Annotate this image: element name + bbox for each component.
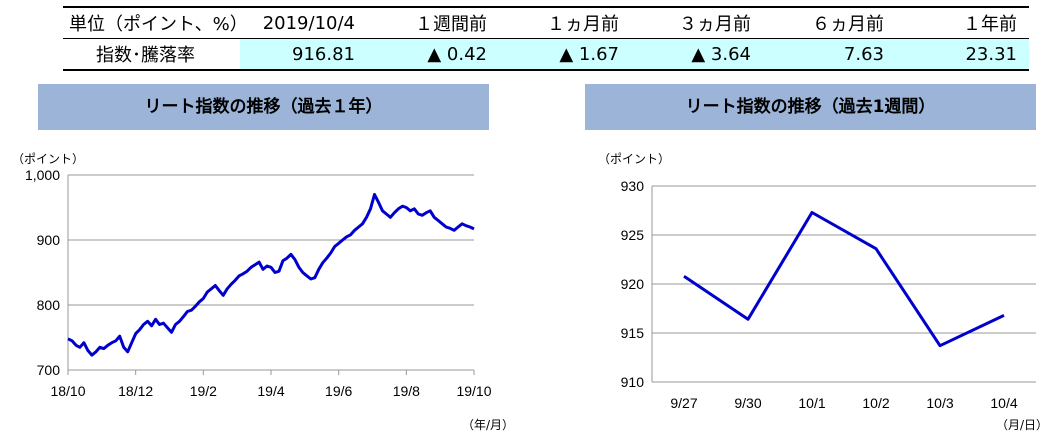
- chart1-xtick-label: 18/10: [50, 383, 85, 399]
- chart2-ytick-label: 910: [621, 374, 645, 390]
- table-header-row: 単位（ポイント、%） 2019/10/4 １週間前 １ヵ月前 ３ヵ月前 ６ヵ月前…: [63, 6, 1029, 39]
- chart1-xtick-label: 18/12: [118, 383, 153, 399]
- chart1-xtick-label: 19/2: [190, 383, 217, 399]
- chart1-ytick-label: 800: [37, 297, 61, 313]
- chart1-ytick-label: 900: [37, 232, 61, 248]
- chart2-ylabel: （ポイント）: [598, 152, 671, 166]
- chart1-ytick-label: 1,000: [25, 167, 60, 183]
- chart2-xtick-label: 9/27: [670, 395, 697, 411]
- chart1-title: リート指数の推移（過去１年）: [38, 84, 489, 130]
- chart2-title: リート指数の推移（過去1週間）: [585, 84, 1036, 130]
- chart1-ytick-label: 700: [37, 362, 61, 378]
- header-date: 2019/10/4: [240, 6, 367, 39]
- header-1month: １ヵ月前: [499, 6, 631, 39]
- chart1-xlabel: （年/月）: [462, 418, 515, 432]
- header-1year: １年前: [896, 6, 1029, 39]
- chart1-series-line: [67, 193, 475, 357]
- chart2-series-line: [683, 211, 1005, 348]
- chart2-xtick-label: 10/3: [926, 395, 953, 411]
- chart2-ytick-label: 920: [621, 276, 645, 292]
- header-6month: ６ヵ月前: [763, 6, 896, 39]
- chart2-xtick-label: 10/1: [798, 395, 825, 411]
- chart1-xtick-label: 19/10: [456, 383, 491, 399]
- header-unit: 単位（ポイント、%）: [63, 6, 248, 39]
- table-value-row: 指数･騰落率 916.81 ▲ 0.42 ▲ 1.67 ▲ 3.64 7.63 …: [63, 38, 1029, 71]
- chart1-xtick-label: 19/4: [257, 383, 284, 399]
- value-1year: 23.31: [896, 38, 1029, 71]
- header-3month: ３ヵ月前: [631, 6, 763, 39]
- value-1week: ▲ 0.42: [367, 38, 499, 71]
- header-1week: １週間前: [367, 6, 499, 39]
- chart2-xlabel: （月/日）: [996, 418, 1048, 432]
- chart1-xtick-label: 19/8: [393, 383, 420, 399]
- chart2-ytick-label: 925: [621, 227, 645, 243]
- value-6month: 7.63: [763, 38, 896, 71]
- value-index: 916.81: [240, 38, 367, 71]
- chart2-ytick-label: 930: [621, 178, 645, 194]
- chart2-xtick-label: 10/4: [990, 395, 1017, 411]
- value-3month: ▲ 3.64: [631, 38, 763, 71]
- chart2-ytick-label: 915: [621, 325, 645, 341]
- row-label: 指数･騰落率: [63, 38, 240, 71]
- chart1-ylabel: （ポイント）: [12, 152, 85, 166]
- chart2-xtick-label: 9/30: [734, 395, 761, 411]
- chart2-xtick-label: 10/2: [862, 395, 889, 411]
- value-1month: ▲ 1.67: [499, 38, 631, 71]
- index-summary-table: 単位（ポイント、%） 2019/10/4 １週間前 １ヵ月前 ３ヵ月前 ６ヵ月前…: [63, 6, 1029, 71]
- chart1-xtick-label: 19/6: [325, 383, 352, 399]
